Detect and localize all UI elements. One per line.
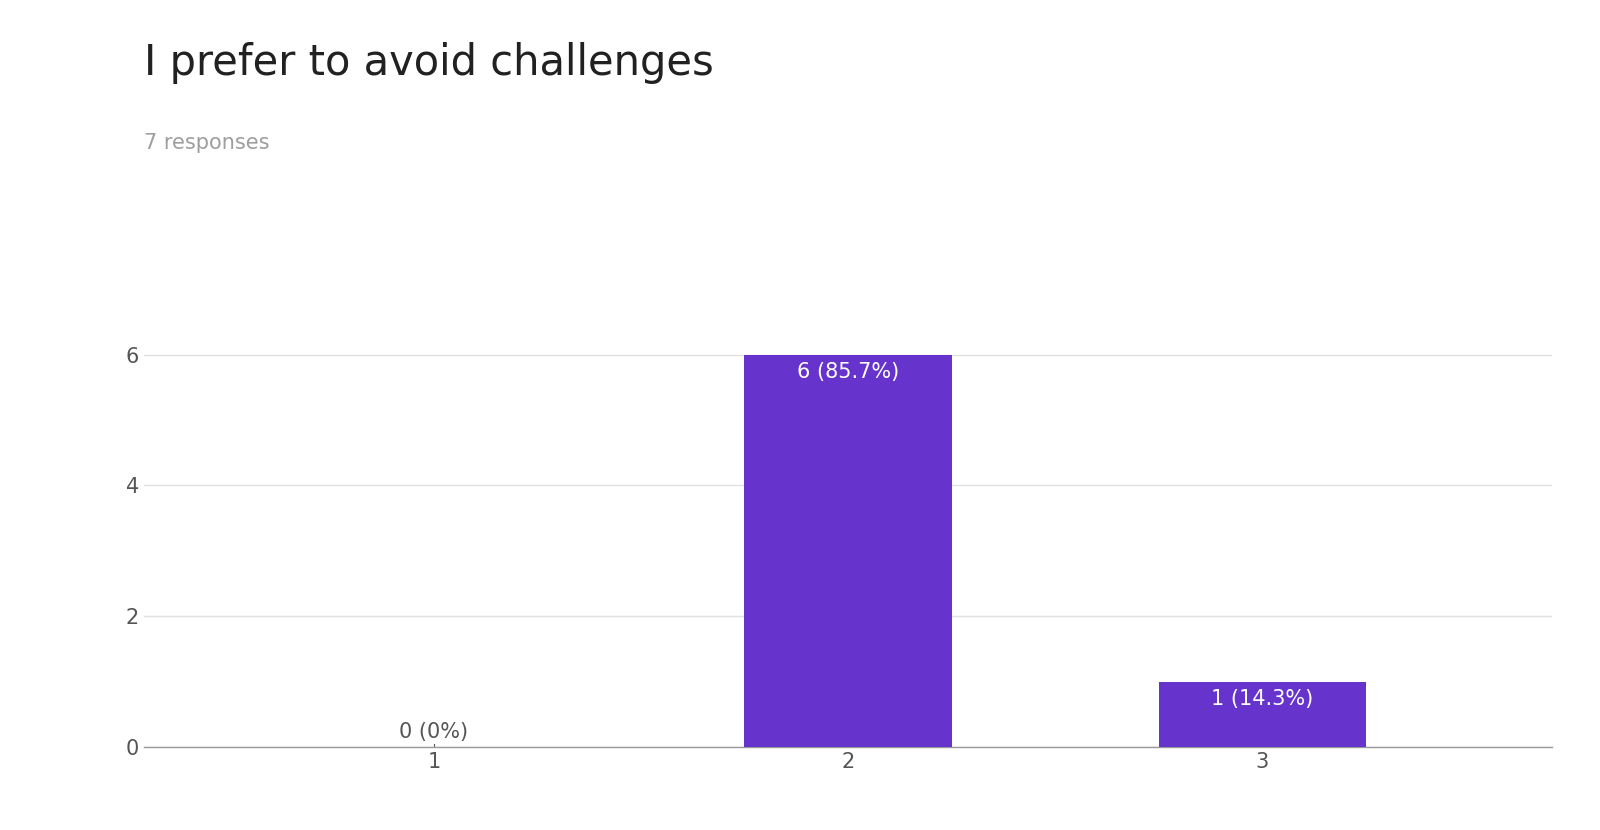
Bar [1158, 681, 1366, 747]
Text: 6 (85.7%): 6 (85.7%) [797, 363, 899, 383]
Text: I prefer to avoid challenges: I prefer to avoid challenges [144, 42, 714, 84]
Text: 7 responses: 7 responses [144, 133, 269, 153]
Text: 0 (0%): 0 (0%) [400, 722, 469, 742]
Bar [744, 354, 952, 747]
Text: 1 (14.3%): 1 (14.3%) [1211, 690, 1314, 710]
